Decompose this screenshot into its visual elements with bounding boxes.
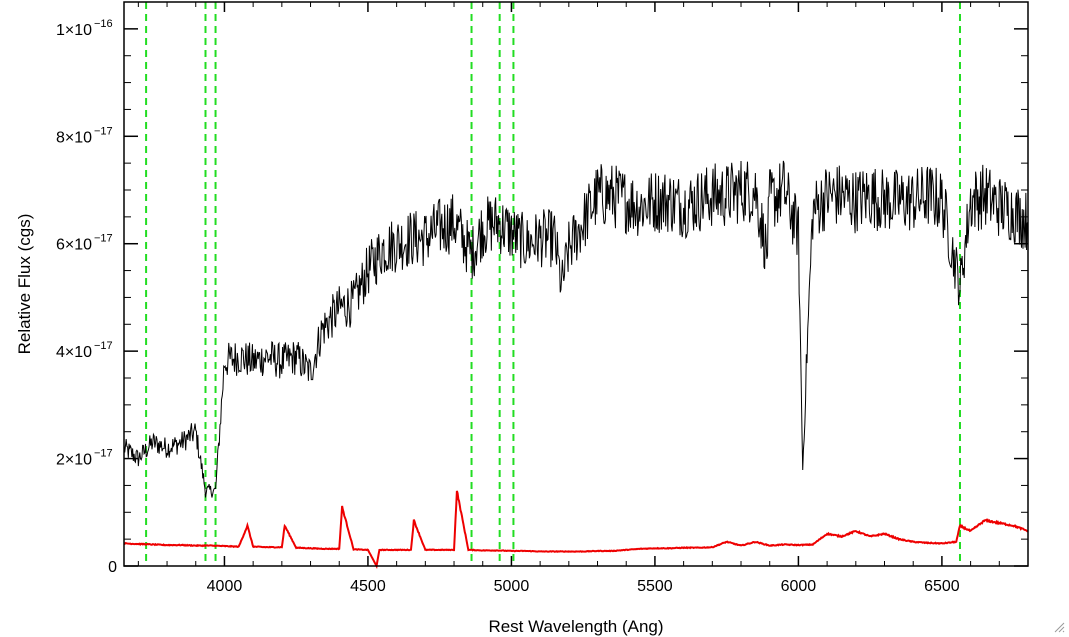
plot-frame bbox=[123, 1, 1029, 567]
emission-line-markers bbox=[145, 2, 961, 566]
y-tick-label: 4×10 bbox=[56, 344, 92, 361]
y-tick-exponent: −17 bbox=[94, 340, 113, 352]
y-tick-label: 8×10 bbox=[56, 129, 92, 146]
y-tick-label: 2×10 bbox=[56, 452, 92, 469]
y-tick-label: 0 bbox=[108, 559, 117, 576]
x-tick-label: 5000 bbox=[494, 578, 530, 595]
x-tick-label: 6500 bbox=[924, 578, 960, 595]
y-tick-label: 6×10 bbox=[56, 237, 92, 254]
series-line-0 bbox=[123, 160, 1029, 498]
spectrum-series bbox=[123, 160, 1029, 569]
x-tick-label: 4500 bbox=[350, 578, 386, 595]
y-tick-exponent: −17 bbox=[94, 448, 113, 460]
series-line-1 bbox=[123, 490, 1029, 569]
y-axis-title: Relative Flux (cgs) bbox=[15, 214, 34, 355]
x-axis-title: Rest Wavelength (Ang) bbox=[488, 617, 663, 636]
y-tick-label: 1×10 bbox=[56, 22, 92, 39]
y-tick-exponent: −17 bbox=[94, 233, 113, 245]
y-axis: 02×10 −174×10 −176×10 −178×10 −171×10 −16 bbox=[56, 1, 1028, 576]
y-tick-exponent: −16 bbox=[94, 18, 113, 30]
x-tick-label: 4000 bbox=[207, 578, 243, 595]
x-axis: 4000 4500 5000 5500 6000 6500 bbox=[137, 2, 1029, 595]
x-tick-label: 6000 bbox=[781, 578, 817, 595]
y-tick-exponent: −17 bbox=[94, 125, 113, 137]
resize-grip-icon[interactable] bbox=[1053, 621, 1065, 633]
x-tick-label: 5500 bbox=[637, 578, 673, 595]
